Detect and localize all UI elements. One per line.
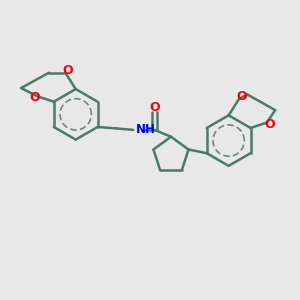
Text: O: O xyxy=(30,91,40,104)
Text: O: O xyxy=(264,118,274,131)
Text: O: O xyxy=(236,89,247,103)
Text: O: O xyxy=(149,101,160,114)
Text: O: O xyxy=(62,64,73,77)
Text: NH: NH xyxy=(136,123,155,136)
